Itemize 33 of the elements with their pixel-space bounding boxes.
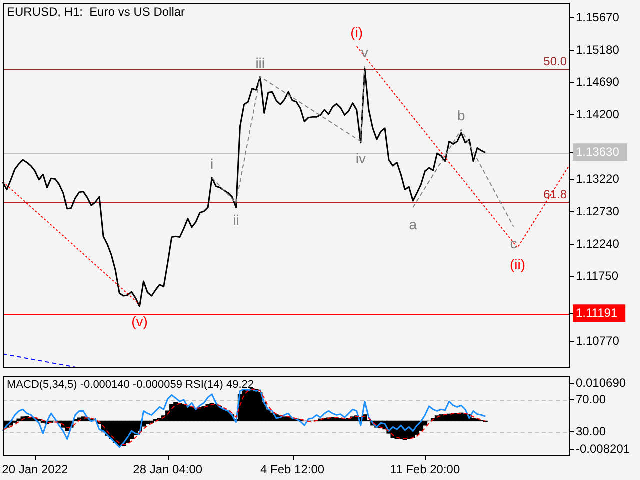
data-label: iii [256, 54, 266, 71]
y-tick-label: 1.13220 [576, 172, 620, 186]
y2-tick-label: 30.00 [576, 424, 606, 438]
y-tick-label: 1.12730 [576, 204, 620, 219]
x-tick-label: 20 Jan 2022 [2, 462, 69, 477]
data-label: (i) [350, 24, 364, 41]
chart-title: EURUSD, H1: Euro vs US Dollar [7, 5, 186, 19]
x-tick-label: 11 Feb 20:00 [390, 462, 460, 477]
data-label: a [409, 216, 418, 232]
data-label: iv [356, 150, 366, 166]
y-tick-label: -0.008201 [576, 442, 630, 456]
data-label: (v) [132, 313, 148, 330]
y-tick-label: 1.13630 [576, 145, 620, 160]
y-tick-label: 1.14200 [576, 108, 620, 122]
data-label: i [210, 156, 214, 172]
annotation: 50.0 [544, 54, 568, 68]
y-tick-label: 1.12240 [576, 236, 620, 251]
y-tick-label: 1.15180 [576, 42, 620, 57]
y2-tick-label: 70.00 [576, 392, 606, 406]
data-label: v [361, 44, 368, 60]
y-tick-label: 1.14690 [576, 75, 620, 90]
x-tick-label: 28 Jan 04:00 [133, 462, 203, 477]
data-label: (ii) [510, 256, 526, 273]
y-tick-label: 1.10770 [576, 334, 620, 348]
chart-title: MACD(5,34,5) -0.000140 -0.000059 RSI(14) 49.22 [7, 379, 254, 391]
data-label: b [458, 108, 466, 124]
x-tick-label: 4 Feb 12:00 [260, 462, 325, 477]
data-label: ii [233, 212, 240, 228]
y-tick-label: 1.15670 [576, 10, 620, 24]
annotation: 61.8 [544, 187, 568, 202]
y-tick-label: 0.010690 [576, 376, 626, 390]
y-tick-label: 1.11750 [576, 269, 619, 284]
y-tick-label: 1.11191 [576, 306, 618, 320]
